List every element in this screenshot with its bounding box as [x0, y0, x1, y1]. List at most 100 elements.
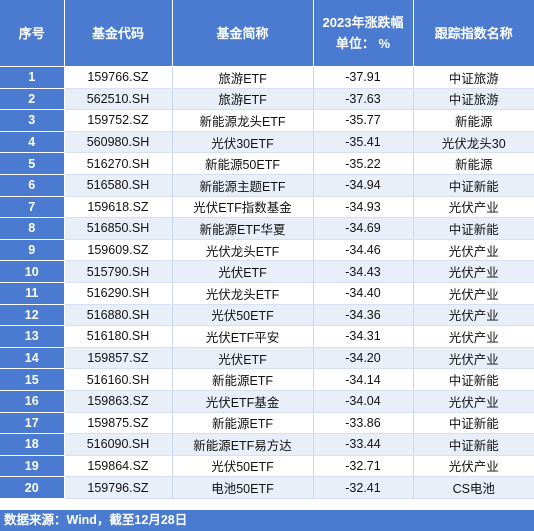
- data-source-note: 数据来源：Wind，截至12月28日: [0, 510, 534, 531]
- cell-index: 14: [0, 347, 65, 370]
- cell-change: -35.41: [313, 131, 414, 154]
- cell-fund-name: 新能源龙头ETF: [172, 109, 314, 132]
- cell-index: 12: [0, 304, 65, 327]
- cell-fund-name: 新能源ETF: [172, 412, 314, 435]
- cell-fund-code: 516270.SH: [64, 152, 173, 175]
- cell-fund-code: 516850.SH: [64, 217, 173, 240]
- header-tracking-index: 跟踪指数名称: [413, 0, 534, 67]
- table-row: 14 159857.SZ 光伏ETF -34.20 光伏产业: [0, 347, 534, 370]
- table-row: 12 516880.SH 光伏50ETF -34.36 光伏产业: [0, 304, 534, 327]
- cell-change: -34.04: [313, 390, 414, 413]
- table-row: 15 516160.SH 新能源ETF -34.14 中证新能: [0, 368, 534, 391]
- cell-index: 8: [0, 217, 65, 240]
- table-row: 20 159796.SZ 电池50ETF -32.41 CS电池: [0, 476, 534, 499]
- cell-change: -33.44: [313, 433, 414, 456]
- cell-fund-name: 光伏ETF基金: [172, 390, 314, 413]
- table-header: 序号 基金代码 基金简称 2023年涨跌幅 单位： % 跟踪指数名称: [0, 0, 534, 67]
- cell-change: -33.86: [313, 412, 414, 435]
- cell-fund-code: 159752.SZ: [64, 109, 173, 132]
- cell-tracking-index: 光伏产业: [413, 304, 534, 327]
- header-fund-name: 基金简称: [172, 0, 314, 67]
- cell-index: 17: [0, 412, 65, 435]
- cell-tracking-index: 中证新能: [413, 174, 534, 197]
- cell-fund-code: 516290.SH: [64, 282, 173, 305]
- table-row: 3 159752.SZ 新能源龙头ETF -35.77 新能源: [0, 109, 534, 132]
- cell-fund-code: 516880.SH: [64, 304, 173, 327]
- cell-fund-name: 新能源ETF: [172, 368, 314, 391]
- cell-change: -37.91: [313, 66, 414, 89]
- table-row: 16 159863.SZ 光伏ETF基金 -34.04 光伏产业: [0, 390, 534, 413]
- cell-fund-name: 新能源ETF华夏: [172, 217, 314, 240]
- table-row: 9 159609.SZ 光伏龙头ETF -34.46 光伏产业: [0, 239, 534, 262]
- cell-fund-name: 新能源ETF易方达: [172, 433, 314, 456]
- cell-tracking-index: 光伏产业: [413, 260, 534, 283]
- cell-fund-code: 159609.SZ: [64, 239, 173, 262]
- cell-index: 19: [0, 455, 65, 478]
- header-change-unit: 单位： %: [335, 36, 391, 51]
- cell-change: -34.14: [313, 368, 414, 391]
- cell-index: 11: [0, 282, 65, 305]
- cell-change: -34.46: [313, 239, 414, 262]
- cell-tracking-index: 新能源: [413, 152, 534, 175]
- cell-index: 3: [0, 109, 65, 132]
- cell-fund-name: 光伏ETF指数基金: [172, 196, 314, 219]
- header-index: 序号: [0, 0, 65, 67]
- cell-change: -34.43: [313, 260, 414, 283]
- cell-fund-code: 159796.SZ: [64, 476, 173, 499]
- cell-index: 6: [0, 174, 65, 197]
- table-row: 13 516180.SH 光伏ETF平安 -34.31 光伏产业: [0, 325, 534, 348]
- table-row: 6 516580.SH 新能源主题ETF -34.94 中证新能: [0, 174, 534, 197]
- cell-fund-code: 159875.SZ: [64, 412, 173, 435]
- cell-fund-code: 159863.SZ: [64, 390, 173, 413]
- cell-tracking-index: 中证旅游: [413, 66, 534, 89]
- cell-tracking-index: 中证新能: [413, 368, 534, 391]
- cell-index: 2: [0, 88, 65, 111]
- cell-fund-name: 光伏50ETF: [172, 455, 314, 478]
- cell-index: 10: [0, 260, 65, 283]
- table-row: 1 159766.SZ 旅游ETF -37.91 中证旅游: [0, 66, 534, 89]
- cell-index: 15: [0, 368, 65, 391]
- table-row: 18 516090.SH 新能源ETF易方达 -33.44 中证新能: [0, 433, 534, 456]
- cell-index: 9: [0, 239, 65, 262]
- cell-tracking-index: 中证旅游: [413, 88, 534, 111]
- cell-index: 16: [0, 390, 65, 413]
- cell-fund-name: 旅游ETF: [172, 88, 314, 111]
- cell-fund-code: 516580.SH: [64, 174, 173, 197]
- cell-index: 5: [0, 152, 65, 175]
- cell-fund-code: 516180.SH: [64, 325, 173, 348]
- header-change-title: 2023年涨跌幅: [322, 15, 404, 30]
- cell-change: -37.63: [313, 88, 414, 111]
- cell-tracking-index: 光伏产业: [413, 239, 534, 262]
- cell-change: -34.36: [313, 304, 414, 327]
- cell-change: -32.71: [313, 455, 414, 478]
- cell-fund-code: 159766.SZ: [64, 66, 173, 89]
- cell-fund-name: 旅游ETF: [172, 66, 314, 89]
- cell-fund-name: 新能源50ETF: [172, 152, 314, 175]
- cell-change: -34.20: [313, 347, 414, 370]
- table-body: 1 159766.SZ 旅游ETF -37.91 中证旅游 2 562510.SH 旅游ETF…: [0, 66, 534, 499]
- cell-change: -34.31: [313, 325, 414, 348]
- table-row: 19 159864.SZ 光伏50ETF -32.71 光伏产业: [0, 455, 534, 478]
- cell-change: -32.41: [313, 476, 414, 499]
- table-row: 4 560980.SH 光伏30ETF -35.41 光伏龙头30: [0, 131, 534, 154]
- header-row: 序号 基金代码 基金简称 2023年涨跌幅 单位： % 跟踪指数名称: [0, 0, 534, 67]
- cell-fund-code: 562510.SH: [64, 88, 173, 111]
- cell-fund-name: 新能源主题ETF: [172, 174, 314, 197]
- cell-fund-name: 光伏50ETF: [172, 304, 314, 327]
- cell-fund-code: 516160.SH: [64, 368, 173, 391]
- cell-fund-name: 光伏ETF: [172, 260, 314, 283]
- table-row: 2 562510.SH 旅游ETF -37.63 中证旅游: [0, 88, 534, 111]
- cell-fund-name: 光伏龙头ETF: [172, 239, 314, 262]
- cell-fund-code: 560980.SH: [64, 131, 173, 154]
- cell-fund-code: 159618.SZ: [64, 196, 173, 219]
- cell-fund-name: 电池50ETF: [172, 476, 314, 499]
- cell-change: -34.93: [313, 196, 414, 219]
- cell-tracking-index: CS电池: [413, 476, 534, 499]
- cell-change: -34.40: [313, 282, 414, 305]
- table-row: 8 516850.SH 新能源ETF华夏 -34.69 中证新能: [0, 217, 534, 240]
- header-change: 2023年涨跌幅 单位： %: [313, 0, 414, 67]
- cell-tracking-index: 光伏产业: [413, 282, 534, 305]
- cell-tracking-index: 中证新能: [413, 433, 534, 456]
- cell-fund-name: 光伏30ETF: [172, 131, 314, 154]
